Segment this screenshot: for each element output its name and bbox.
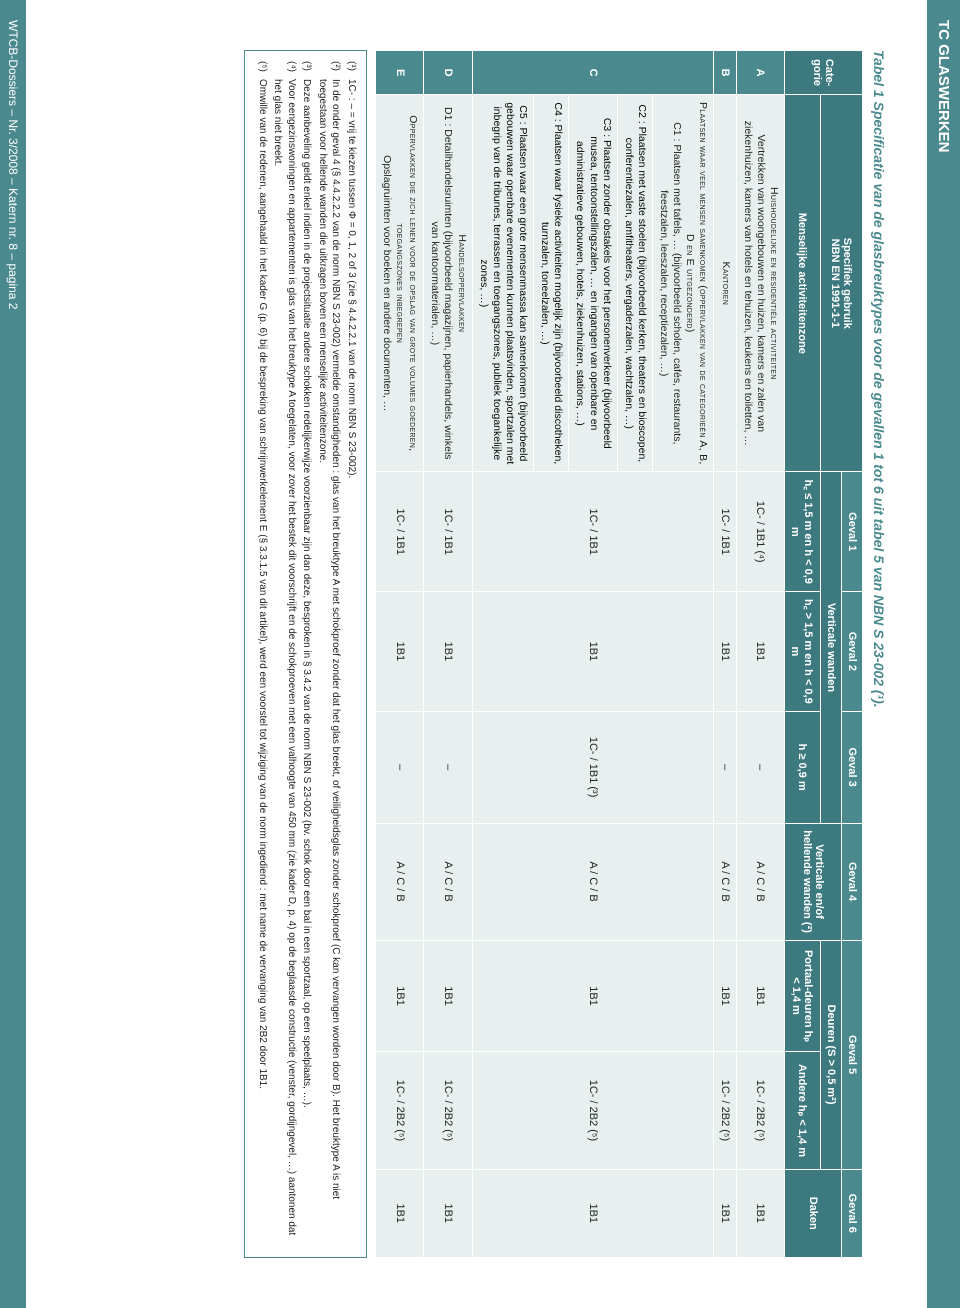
E-g5a: 1B1 bbox=[375, 940, 423, 1052]
B-g5a: 1B1 bbox=[714, 940, 736, 1052]
note-4: (⁴)Voor eengezinswoningen en appartement… bbox=[271, 61, 298, 1247]
A-g5b: 1C- / 2B2 (⁵) bbox=[736, 1052, 784, 1169]
B-g3: – bbox=[714, 711, 736, 823]
A-g4: A / C / B bbox=[736, 823, 784, 940]
note-1: (¹)1C- : – = vrij te kiezen tussen Φ = 0… bbox=[344, 61, 358, 1247]
B-g5b: 1C- / 2B2 (⁵) bbox=[714, 1052, 736, 1169]
E-g2: 1B1 bbox=[375, 592, 423, 712]
desc-C1: Plaatsen waar veel mensen samenkomen (op… bbox=[653, 95, 715, 472]
B-g2: 1B1 bbox=[714, 592, 736, 712]
th-geval3: Geval 3 bbox=[842, 711, 863, 823]
C-g1: 1C- / 1B1 bbox=[472, 472, 714, 592]
E-g3: – bbox=[375, 711, 423, 823]
E-g5b: 1C- / 2B2 (⁵) bbox=[375, 1052, 423, 1169]
desc-C5: C5 : Plaatsen waar een grote mensenmassa… bbox=[472, 95, 534, 472]
B-g4: A / C / B bbox=[714, 823, 736, 940]
D-g5b: 1C- / 2B2 (⁵) bbox=[424, 1052, 472, 1169]
D-g3: – bbox=[424, 711, 472, 823]
A-g5a: 1B1 bbox=[736, 940, 784, 1052]
th-sub-g5b: Andere hₚ < 1,4 m bbox=[785, 1052, 821, 1169]
D-g5a: 1B1 bbox=[424, 940, 472, 1052]
desc-C3: C3 : Plaatsen zonder obstakels voor het … bbox=[569, 95, 617, 472]
th-verticale: Verticale en/of hellende wanden (²) bbox=[785, 823, 842, 940]
th-sub-g1: h꜀ ≤ 1,5 m en h < 0,9 m bbox=[785, 472, 821, 592]
spec-table: Cate-gorie Specifiek gebruik NBN EN 1991… bbox=[375, 50, 863, 1258]
D-g4: A / C / B bbox=[424, 823, 472, 940]
row-A: A Huishoudelijke en residentiële activit… bbox=[736, 51, 784, 1258]
th-spec3: Menselijke activiteitenzone bbox=[785, 95, 821, 472]
th-sub-g3: h ≥ 0,9 m bbox=[785, 711, 821, 823]
E-g1: 1C- / 1B1 bbox=[375, 472, 423, 592]
E-g6: 1B1 bbox=[375, 1169, 423, 1258]
th-geval5: Geval 5 bbox=[842, 940, 863, 1169]
D-g6: 1B1 bbox=[424, 1169, 472, 1258]
cat-C: C bbox=[472, 51, 714, 95]
row-E: E Oppervlakken die zich lenen voor de op… bbox=[375, 51, 423, 1258]
C-g5b: 1C- / 2B2 (⁵) bbox=[472, 1052, 714, 1169]
th-deuren: Deuren (S > 0,5 m²) bbox=[821, 940, 842, 1169]
cat-E: E bbox=[375, 51, 423, 95]
header-row-3: Menselijke activiteitenzone h꜀ ≤ 1,5 m e… bbox=[785, 51, 821, 1258]
note-3: (³)Deze aanbeveling geldt enkel indien i… bbox=[300, 61, 314, 1247]
row-D: D Handelsoppervlakken D1 : Detailhandels… bbox=[424, 51, 472, 1258]
C-g4: A / C / B bbox=[472, 823, 714, 940]
A-g6: 1B1 bbox=[736, 1169, 784, 1258]
th-geval1: Geval 1 bbox=[842, 472, 863, 592]
header-row-1: Cate-gorie Specifiek gebruik NBN EN 1991… bbox=[842, 51, 863, 1258]
D-g1: 1C- / 1B1 bbox=[424, 472, 472, 592]
A-g1: 1C- / 1B1 (⁴) bbox=[736, 472, 784, 592]
C-g5a: 1B1 bbox=[472, 940, 714, 1052]
desc-A: Huishoudelijke en residentiële activitei… bbox=[736, 95, 784, 472]
row-C-1: C Plaatsen waar veel mensen samenkomen (… bbox=[653, 51, 715, 1258]
th-spec: Specifiek gebruik NBN EN 1991-1-1 bbox=[821, 95, 863, 472]
desc-C2: C2 : Plaatsen met vaste stoelen (bijvoor… bbox=[617, 95, 652, 472]
desc-D: Handelsoppervlakken D1 : Detailhandelsru… bbox=[424, 95, 472, 472]
note-2: (²)In de onder geval 4 (§ 4.4.2.2.2 van … bbox=[315, 61, 342, 1247]
footer-text: WTCB-Dossiers – Nr. 3/2008 – Katern nr. … bbox=[6, 20, 20, 309]
cat-B: B bbox=[714, 51, 736, 95]
note-5: (⁵)Omwille van de redenen, aangehaald in… bbox=[255, 61, 269, 1247]
A-g2: 1B1 bbox=[736, 592, 784, 712]
th-sub-g2: h꜀ > 1,5 m en h < 0,9 m bbox=[785, 592, 821, 712]
top-header: TC GLASWERKEN bbox=[927, 0, 960, 1308]
desc-B: Kantoren bbox=[714, 95, 736, 472]
th-geval2: Geval 2 bbox=[842, 592, 863, 712]
th-geval6: Geval 6 bbox=[842, 1169, 863, 1258]
th-categorie: Cate-gorie bbox=[785, 51, 863, 95]
th-sub-g5a: Portaal-deuren hₚ < 1,4 m bbox=[785, 940, 821, 1052]
th-vert-wanden: Verticale wanden bbox=[821, 472, 842, 823]
A-g3: – bbox=[736, 711, 784, 823]
top-header-title: TC GLASWERKEN bbox=[935, 20, 952, 153]
cat-D: D bbox=[424, 51, 472, 95]
D-g2: 1B1 bbox=[424, 592, 472, 712]
B-g1: 1C- / 1B1 bbox=[714, 472, 736, 592]
row-B: B Kantoren 1C- / 1B1 1B1 – A / C / B 1B1… bbox=[714, 51, 736, 1258]
th-geval4: Geval 4 bbox=[842, 823, 863, 940]
C-g6: 1B1 bbox=[472, 1169, 714, 1258]
C-g3: 1C- / 1B1 (³) bbox=[472, 711, 714, 823]
B-g6: 1B1 bbox=[714, 1169, 736, 1258]
table-caption: Tabel 1 Specificatie van de glasbreuktyp… bbox=[871, 50, 887, 1258]
content-area: Tabel 1 Specificatie van de glasbreuktyp… bbox=[234, 0, 927, 1308]
desc-E: Oppervlakken die zich lenen voor de opsl… bbox=[375, 95, 423, 472]
desc-C4: C4 : Plaatsen waar fysieke activiteiten … bbox=[534, 95, 569, 472]
footnotes: (¹)1C- : – = vrij te kiezen tussen Φ = 0… bbox=[244, 50, 367, 1258]
cat-A: A bbox=[736, 51, 784, 95]
E-g4: A / C / B bbox=[375, 823, 423, 940]
page-footer: WTCB-Dossiers – Nr. 3/2008 – Katern nr. … bbox=[0, 0, 26, 1308]
C-g2: 1B1 bbox=[472, 592, 714, 712]
th-daken: Daken bbox=[785, 1169, 842, 1258]
